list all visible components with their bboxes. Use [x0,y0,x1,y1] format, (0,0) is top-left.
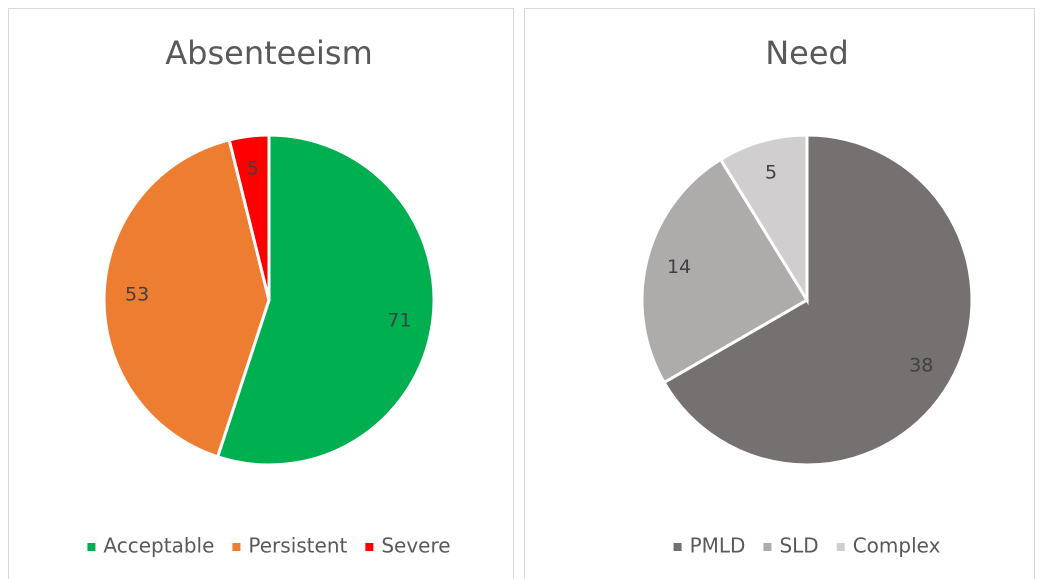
pie-slice [640,157,810,385]
legend-label: Acceptable [103,534,214,558]
legend-label: Persistent [248,534,347,558]
legend-swatch [87,543,96,551]
legend-swatch [673,543,682,551]
legend-label: PMLD [690,534,746,558]
pie-slice [662,133,974,467]
pie-slice [102,138,271,459]
data-label: 38 [909,355,933,377]
pie-slice [718,133,809,306]
legend-label: Complex [853,534,941,558]
pie-slice [215,133,436,467]
data-label: 14 [667,256,691,278]
chart-title: Need [765,34,849,72]
data-label: 71 [387,309,411,331]
legend-label: SLD [779,534,818,558]
legend-label: Severe [381,534,450,558]
pie-slice [227,133,271,301]
legend-swatch [763,543,772,551]
legend-swatch [232,543,241,551]
data-label: 5 [247,157,259,179]
data-label: 5 [765,161,777,183]
legend-swatch [836,543,845,551]
chart-title: Absenteeism [165,34,373,72]
legend-swatch [365,543,374,551]
data-label: 53 [125,284,149,306]
